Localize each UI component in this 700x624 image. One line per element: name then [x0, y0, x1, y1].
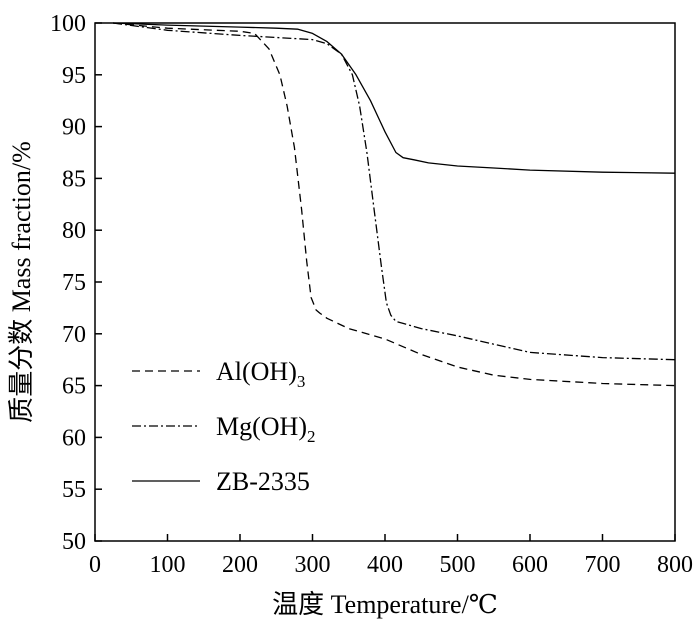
y-tick-label: 70: [62, 322, 86, 348]
series-line-al-oh: [113, 22, 676, 387]
plot-frame: [94, 22, 676, 542]
y-tick-label: 100: [50, 11, 86, 37]
series-line-mg-oh: [113, 22, 676, 361]
x-tick-label: 700: [585, 552, 621, 578]
y-tick-label: 85: [62, 166, 86, 192]
y-tick-label: 90: [62, 115, 86, 141]
series-lines: [113, 22, 676, 387]
legend-label: Mg(OH)2: [216, 412, 316, 446]
x-tick-label: 100: [150, 552, 186, 578]
axis-ticks: 0 100 200 300 400 500 600 700 800 50 55 60 65 70 75 80 8…: [50, 11, 693, 578]
series-line-zb-2335: [113, 22, 676, 174]
x-tick-label: 400: [367, 552, 403, 578]
y-tick-label: 60: [62, 425, 86, 451]
y-tick-label: 95: [62, 63, 86, 89]
y-tick-label: 55: [62, 477, 86, 503]
legend-label-subscript: 2: [307, 427, 316, 446]
legend-label: Al(OH)3: [216, 357, 305, 391]
x-tick-label: 0: [89, 552, 101, 578]
x-tick-label: 800: [657, 552, 693, 578]
y-axis-label: 质量分数 Mass fraction/%: [7, 141, 36, 423]
x-tick-label: 500: [440, 552, 476, 578]
legend-label-subscript: 3: [297, 372, 306, 391]
legend: Al(OH)3 Mg(OH)2 ZB-2335: [132, 357, 316, 496]
legend-label-main: Al(OH): [216, 357, 297, 386]
y-tick-label: 65: [62, 374, 86, 400]
legend-label: ZB-2335: [216, 467, 310, 496]
y-tick-label: 80: [62, 218, 86, 244]
x-axis-label: 温度 Temperature/℃: [272, 590, 498, 619]
x-tick-label: 300: [295, 552, 331, 578]
y-tick-label: 75: [62, 270, 86, 296]
x-tick-label: 200: [222, 552, 258, 578]
legend-label-main: Mg(OH): [216, 412, 307, 441]
legend-label-main: ZB-2335: [216, 467, 310, 496]
x-tick-label: 600: [512, 552, 548, 578]
y-tick-label: 50: [62, 529, 86, 555]
